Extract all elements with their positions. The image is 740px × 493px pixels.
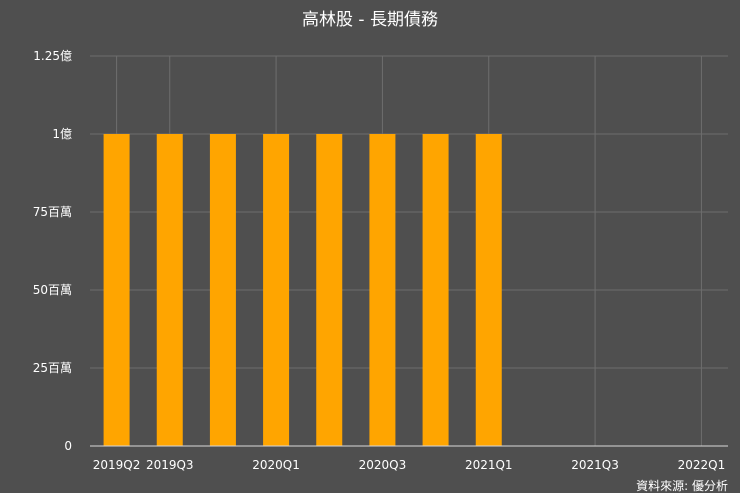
source-note: 資料來源: 優分析 xyxy=(636,479,728,493)
bar xyxy=(263,134,290,446)
y-tick-label: 0 xyxy=(64,439,72,453)
x-tick-label: 2021Q1 xyxy=(465,458,513,472)
x-tick-label: 2020Q3 xyxy=(359,458,407,472)
y-tick-label: 50百萬 xyxy=(33,283,72,297)
chart-title: 高林股 - 長期債務 xyxy=(302,10,438,30)
bar xyxy=(316,134,343,446)
bar xyxy=(369,134,396,446)
x-tick-label: 2021Q3 xyxy=(571,458,619,472)
bar xyxy=(475,134,502,446)
x-tick-label: 2019Q3 xyxy=(146,458,194,472)
x-tick-label: 2019Q2 xyxy=(93,458,141,472)
y-axis-labels: 0 25百萬 50百萬 75百萬 1億 1.25億 xyxy=(33,49,72,453)
bar xyxy=(103,134,130,446)
x-tick-label: 2020Q1 xyxy=(252,458,300,472)
bar xyxy=(156,134,183,446)
y-tick-label: 75百萬 xyxy=(33,205,72,219)
y-tick-label: 25百萬 xyxy=(33,361,72,375)
y-tick-label: 1.25億 xyxy=(33,49,72,63)
bar xyxy=(422,134,449,446)
bars xyxy=(103,134,502,446)
y-tick-label: 1億 xyxy=(52,127,72,141)
x-tick-label: 2022Q1 xyxy=(678,458,726,472)
bar xyxy=(209,134,236,446)
x-axis-labels: 2019Q2 2019Q3 2020Q1 2020Q3 2021Q1 2021Q3 2022… xyxy=(93,458,725,472)
